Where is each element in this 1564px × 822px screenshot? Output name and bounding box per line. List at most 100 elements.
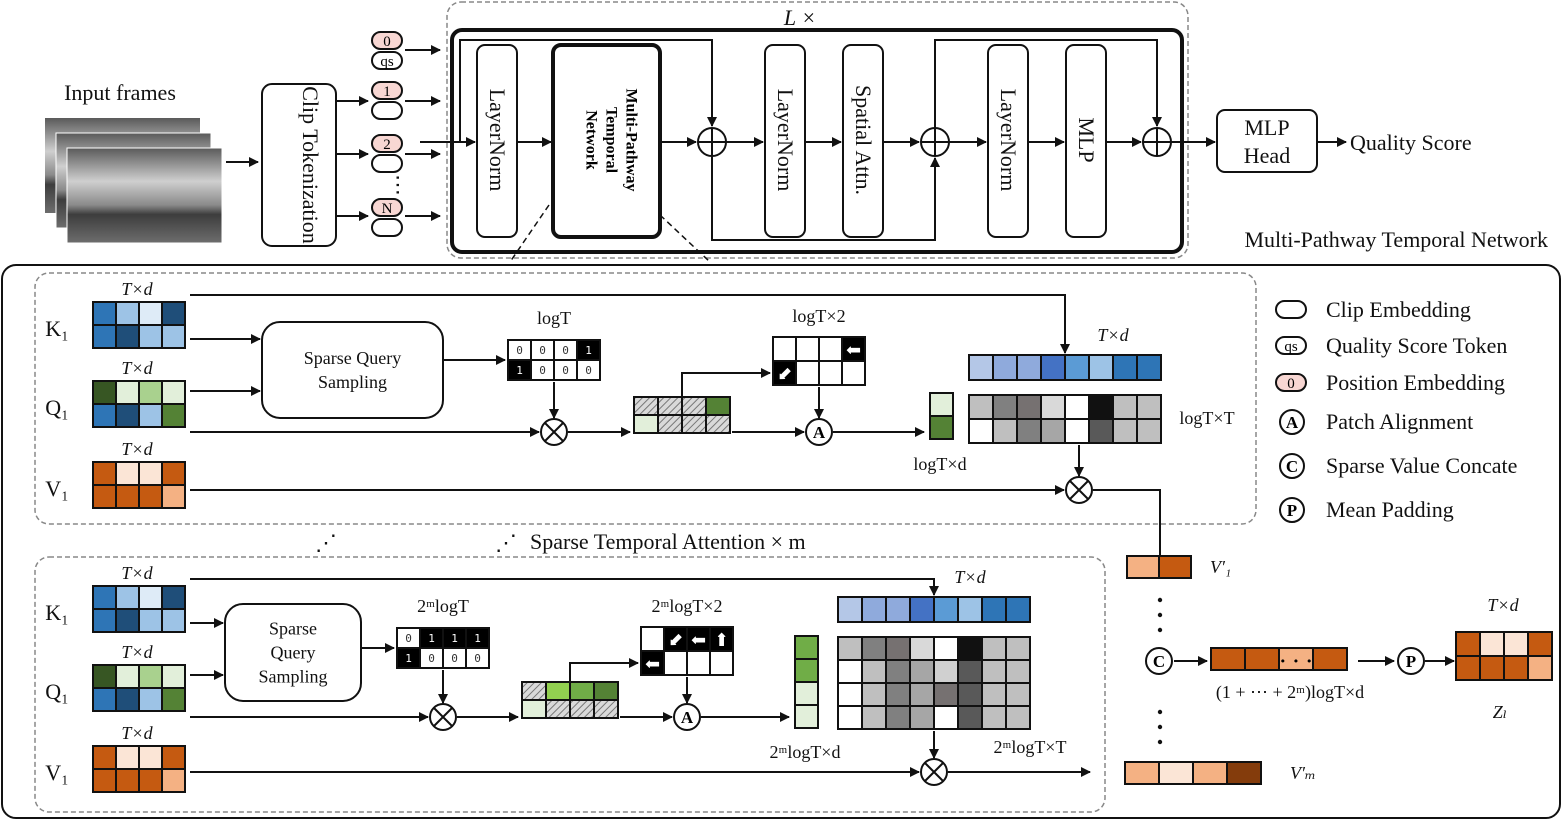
matrix-cell	[1064, 354, 1090, 381]
matrix-cell	[161, 745, 186, 770]
mask-value: 0	[405, 632, 412, 645]
arrow	[569, 658, 639, 682]
matrix-cell	[794, 635, 819, 660]
clip-tokenization-label: Clip Tokenization	[298, 86, 323, 244]
svg-text:C: C	[1286, 457, 1298, 476]
matrix-cell	[545, 681, 571, 701]
matrix-cell	[861, 682, 887, 707]
matrix-cell	[161, 585, 186, 610]
matrix-cell	[1210, 647, 1246, 671]
legend-item: A Patch Alignment	[1279, 409, 1473, 435]
matrix-cell	[138, 768, 163, 793]
matrix-cell	[1158, 555, 1192, 579]
block-label: Temporal	[603, 107, 620, 174]
matrix-cell	[1136, 354, 1162, 381]
matrix-cell	[1016, 394, 1042, 420]
offset-arrow-icon: ⬅	[691, 630, 706, 650]
query-matrix	[92, 380, 186, 428]
matrix-cell	[92, 768, 117, 793]
svg-text:0: 0	[383, 34, 391, 50]
query-matrix	[92, 664, 186, 712]
matrix-cell	[138, 585, 163, 610]
matrix-cell	[640, 626, 665, 652]
z-size-label: T×d	[1487, 595, 1519, 615]
matrix-cell	[795, 360, 820, 386]
matrix-cell	[161, 664, 186, 689]
matrix-cell	[545, 699, 571, 719]
matrix-cell	[957, 596, 983, 623]
offset-matrix	[640, 626, 734, 676]
key-row	[837, 596, 1031, 623]
matrix-cell	[909, 596, 935, 623]
transformer-repeat-frame	[446, 1, 1189, 259]
size-label: T×d	[121, 563, 153, 583]
matrix-cell	[633, 414, 659, 434]
residual-add-icon	[697, 127, 727, 157]
layernorm-1: LayerNorm	[476, 44, 518, 238]
mask-size-label: logT	[537, 308, 571, 328]
block-label: LayerNorm	[485, 89, 510, 192]
sampler-label: Sampling	[318, 372, 387, 392]
matrix-cell	[1112, 354, 1138, 381]
matrix-cell	[115, 768, 140, 793]
layernorm-3: LayerNorm	[987, 44, 1029, 238]
matrix-cell	[968, 418, 994, 444]
matrix-cell	[115, 461, 140, 486]
matrix-cell	[161, 301, 186, 326]
matrix-cell	[138, 484, 163, 509]
vm-prime-label: V′ₘ	[1290, 763, 1316, 783]
svg-text:1: 1	[383, 84, 391, 100]
legend-label: Clip Embedding	[1326, 297, 1471, 322]
sparse-value-concat-icon: C	[1145, 647, 1173, 675]
matrix-cell	[861, 596, 887, 623]
matrix-cell	[981, 659, 1007, 684]
matrix-cell	[92, 664, 117, 689]
matrix-cell	[521, 681, 547, 701]
matrix-cell	[92, 380, 117, 405]
pathway-m-frame	[34, 556, 1106, 813]
legend-item: Clip Embedding	[1275, 297, 1471, 322]
sampled-feature-column	[794, 635, 819, 729]
mask-value: 1	[451, 632, 458, 645]
ellipsis-dot	[1157, 724, 1163, 730]
size-label: T×d	[121, 279, 153, 299]
sparse-query-sampling-box: Sparse Query Sampling	[261, 321, 444, 419]
matrix-cell	[837, 682, 863, 707]
svg-text:P: P	[1406, 652, 1416, 671]
ellipsis-dot	[1157, 612, 1163, 618]
legend-label: Quality Score Token	[1326, 333, 1507, 358]
svg-text:N: N	[382, 201, 393, 217]
legend-item: 0 Position Embedding	[1275, 370, 1505, 395]
block-label: LayerNorm	[773, 89, 798, 192]
matrix-cell	[681, 414, 707, 434]
matrix-cell	[909, 659, 935, 684]
matrix-cell	[929, 415, 954, 440]
position-embedding-0: 0	[371, 31, 403, 50]
layernorm-2: LayerNorm	[764, 44, 806, 238]
matrix-cell	[1064, 394, 1090, 420]
multiply-icon	[429, 703, 457, 731]
matrix-cell	[968, 394, 994, 420]
value-label: V₁	[45, 476, 69, 501]
offset-size-label: 2ᵐlogT×2	[652, 596, 723, 616]
mean-padding-icon: P	[1397, 647, 1425, 675]
matrix-cell	[657, 414, 683, 434]
matrix-cell	[933, 659, 959, 684]
size-label: T×d	[121, 642, 153, 662]
matrix-cell	[92, 687, 117, 712]
matrix-cell	[593, 699, 619, 719]
matrix-cell	[1016, 418, 1042, 444]
matrix-cell	[1088, 354, 1114, 381]
matrix-cell	[929, 392, 954, 417]
matrix-cell	[837, 636, 863, 661]
mask-value: 0	[539, 344, 546, 357]
v1-prime-vector	[1126, 555, 1192, 579]
clip-embedding-1	[371, 101, 403, 120]
matrix-cell	[1040, 394, 1066, 420]
matrix-cell	[992, 354, 1018, 381]
multiply-icon	[1065, 476, 1093, 504]
matrix-cell	[115, 403, 140, 428]
concat-ellipsis: • • •	[1279, 655, 1312, 668]
matrix-cell	[115, 380, 140, 405]
